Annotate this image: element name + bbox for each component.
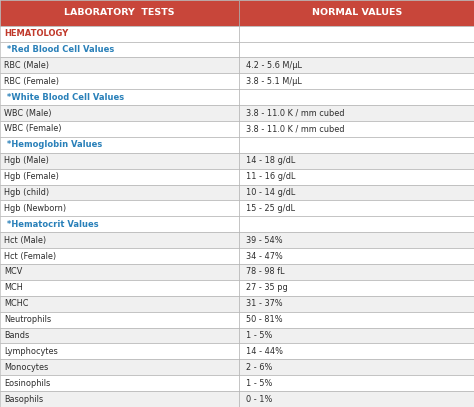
Bar [239,296,474,312]
Bar [239,57,474,73]
Text: Hgb (Male): Hgb (Male) [4,156,49,165]
Text: 3.8 - 11.0 K / mm cubed: 3.8 - 11.0 K / mm cubed [246,109,345,118]
Bar [0,57,239,73]
Text: Hgb (child): Hgb (child) [4,188,49,197]
Bar [239,73,474,89]
Text: 0 - 1%: 0 - 1% [246,394,273,404]
Bar [239,0,474,26]
Text: MCH: MCH [4,283,23,292]
Text: 3.8 - 11.0 K / mm cubed: 3.8 - 11.0 K / mm cubed [246,125,345,133]
Text: Hgb (Female): Hgb (Female) [4,172,59,181]
Text: HEMATOLOGY: HEMATOLOGY [4,29,68,38]
Bar [0,153,239,168]
Bar [0,391,239,407]
Text: Hct (Female): Hct (Female) [4,252,56,260]
Text: 15 - 25 g/dL: 15 - 25 g/dL [246,204,296,213]
Bar [239,280,474,296]
Bar [239,168,474,184]
Text: 10 - 14 g/dL: 10 - 14 g/dL [246,188,296,197]
Text: Neutrophils: Neutrophils [4,315,51,324]
Bar [239,200,474,217]
Bar [0,184,239,200]
Text: 39 - 54%: 39 - 54% [246,236,283,245]
Text: *Hemoglobin Values: *Hemoglobin Values [4,140,102,149]
Text: LABORATORY  TESTS: LABORATORY TESTS [64,8,175,18]
Text: 50 - 81%: 50 - 81% [246,315,283,324]
Text: WBC (Male): WBC (Male) [4,109,51,118]
Bar [0,89,239,105]
Bar [0,26,239,42]
Bar [239,89,474,105]
Text: 27 - 35 pg: 27 - 35 pg [246,283,288,292]
Bar [0,42,239,57]
Bar [239,42,474,57]
Bar [0,200,239,217]
Text: *Hematocrit Values: *Hematocrit Values [4,220,99,229]
Bar [0,328,239,344]
Text: *Red Blood Cell Values: *Red Blood Cell Values [4,45,114,54]
Text: 1 - 5%: 1 - 5% [246,331,273,340]
Text: 14 - 44%: 14 - 44% [246,347,283,356]
Bar [239,359,474,375]
Text: RBC (Male): RBC (Male) [4,61,49,70]
Bar [239,264,474,280]
Bar [239,375,474,391]
Text: 4.2 - 5.6 M/μL: 4.2 - 5.6 M/μL [246,61,302,70]
Bar [239,217,474,232]
Text: 14 - 18 g/dL: 14 - 18 g/dL [246,156,296,165]
Text: 31 - 37%: 31 - 37% [246,299,283,308]
Bar [0,0,239,26]
Bar [0,359,239,375]
Bar [0,232,239,248]
Text: Hgb (Newborn): Hgb (Newborn) [4,204,66,213]
Text: Eosinophils: Eosinophils [4,379,50,387]
Bar [0,264,239,280]
Bar [239,137,474,153]
Bar [0,312,239,328]
Text: 34 - 47%: 34 - 47% [246,252,283,260]
Bar [0,73,239,89]
Bar [239,153,474,168]
Bar [239,184,474,200]
Bar [239,26,474,42]
Bar [0,375,239,391]
Bar [0,137,239,153]
Bar [239,105,474,121]
Text: Basophils: Basophils [4,394,43,404]
Bar [239,328,474,344]
Bar [0,121,239,137]
Text: NORMAL VALUES: NORMAL VALUES [311,8,402,18]
Bar [0,105,239,121]
Text: 11 - 16 g/dL: 11 - 16 g/dL [246,172,296,181]
Text: Bands: Bands [4,331,29,340]
Text: Lymphocytes: Lymphocytes [4,347,57,356]
Bar [0,248,239,264]
Text: Monocytes: Monocytes [4,363,48,372]
Bar [0,217,239,232]
Bar [239,232,474,248]
Text: MCV: MCV [4,267,22,276]
Bar [239,312,474,328]
Bar [0,344,239,359]
Text: 78 - 98 fL: 78 - 98 fL [246,267,285,276]
Bar [239,344,474,359]
Text: 3.8 - 5.1 M/μL: 3.8 - 5.1 M/μL [246,77,302,86]
Text: WBC (Female): WBC (Female) [4,125,61,133]
Bar [0,296,239,312]
Text: 2 - 6%: 2 - 6% [246,363,273,372]
Bar [0,280,239,296]
Text: MCHC: MCHC [4,299,28,308]
Bar [239,121,474,137]
Text: 1 - 5%: 1 - 5% [246,379,273,387]
Text: Hct (Male): Hct (Male) [4,236,46,245]
Text: RBC (Female): RBC (Female) [4,77,59,86]
Bar [239,391,474,407]
Text: *White Blood Cell Values: *White Blood Cell Values [4,93,124,102]
Bar [239,248,474,264]
Bar [0,168,239,184]
